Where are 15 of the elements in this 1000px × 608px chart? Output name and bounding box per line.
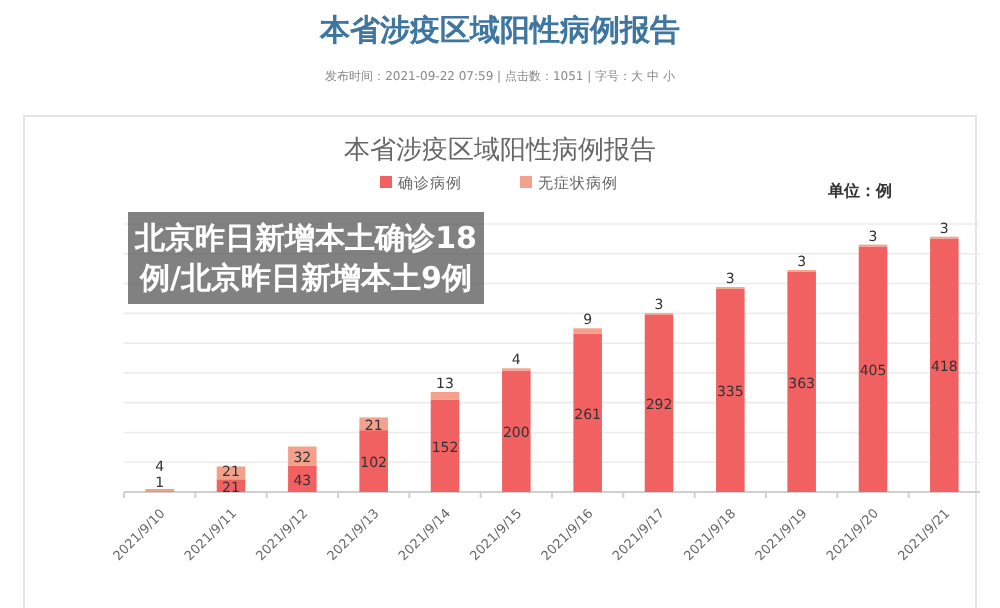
bar	[858, 246, 888, 492]
bar	[930, 238, 959, 492]
bar	[573, 333, 602, 492]
bar	[430, 391, 460, 400]
bar	[573, 328, 602, 334]
bar	[644, 314, 674, 492]
text: 单位：例	[826, 182, 892, 200]
bar	[502, 370, 531, 492]
bar	[716, 288, 745, 492]
bar	[787, 271, 816, 492]
bar	[430, 399, 460, 492]
annotation: 北京昨日新增本土确诊18例/北京昨日新增本土9例	[128, 212, 484, 304]
chart-subtitle: 本省涉疫区域阳性病例报告	[344, 136, 656, 166]
chart-title: 本省涉疫区域阳性病例报告	[318, 12, 680, 48]
bar	[359, 430, 388, 492]
